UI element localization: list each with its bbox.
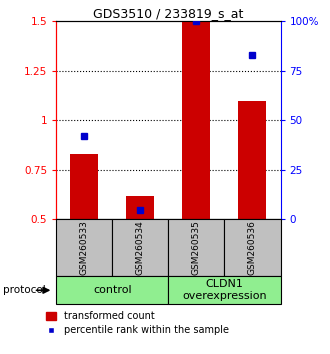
Text: GSM260535: GSM260535: [192, 220, 201, 275]
Text: GSM260533: GSM260533: [80, 220, 89, 275]
Legend: transformed count, percentile rank within the sample: transformed count, percentile rank withi…: [45, 309, 231, 337]
Bar: [168, 219, 224, 276]
Bar: [224, 219, 280, 276]
Bar: [56, 219, 112, 276]
Bar: [126, 196, 154, 219]
Text: protocol: protocol: [3, 285, 46, 295]
Bar: [56, 276, 168, 304]
Bar: [70, 154, 98, 219]
Title: GDS3510 / 233819_s_at: GDS3510 / 233819_s_at: [93, 7, 244, 20]
Text: GSM260534: GSM260534: [136, 221, 145, 275]
Bar: [239, 101, 267, 219]
Bar: [112, 219, 168, 276]
Text: control: control: [93, 285, 132, 295]
Text: GSM260536: GSM260536: [248, 220, 257, 275]
Bar: [168, 276, 280, 304]
Text: CLDN1
overexpression: CLDN1 overexpression: [182, 279, 267, 301]
Bar: [182, 21, 211, 219]
